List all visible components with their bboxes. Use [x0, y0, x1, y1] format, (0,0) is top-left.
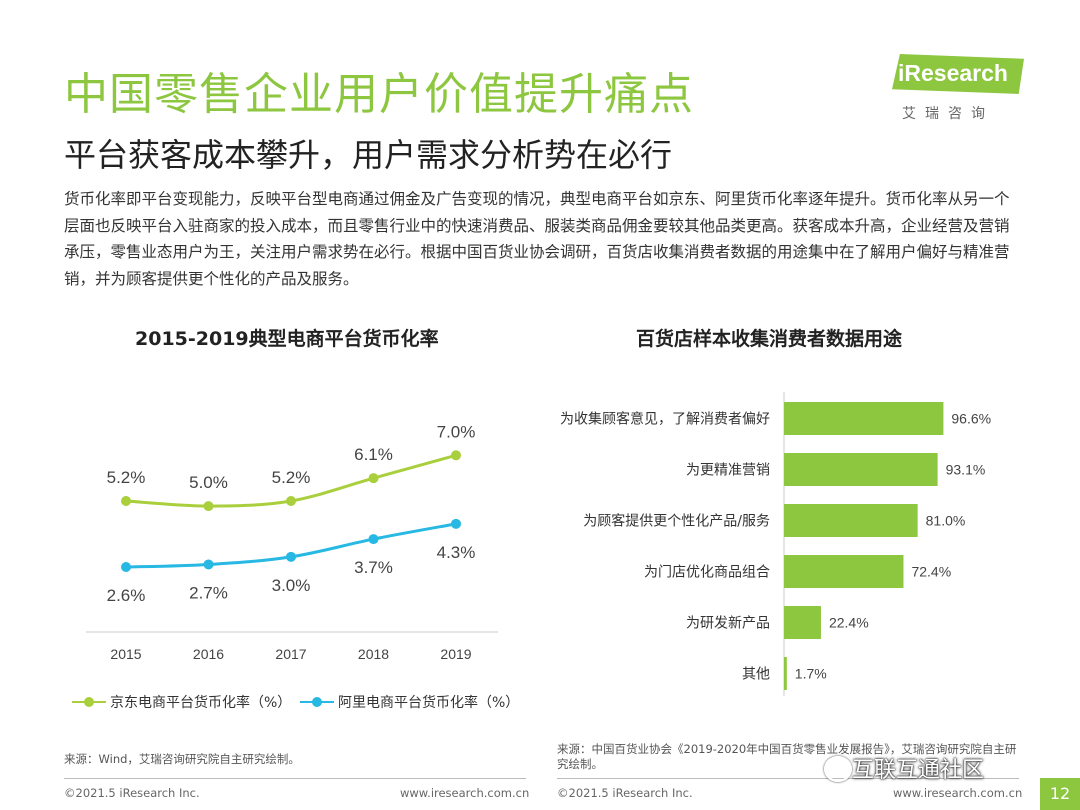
category-label-5: 其他 [742, 667, 770, 683]
bar-4 [784, 606, 821, 639]
legend-marker-jd [72, 697, 106, 707]
line-chart: 2015 2016 2017 2018 2019 5.2% 5.0% 5.2% 6.1% 7.0%… [86, 422, 498, 662]
bar-chart: 为收集顾客意见，了解消费者偏好 96.6% 为更精准营销 93.1% 为顾客提供更个性化… [560, 392, 991, 696]
category-label-4: 为研发新产品 [686, 616, 770, 632]
footer-divider-right [557, 778, 1019, 779]
source-left: 来源：Wind，艾瑞咨询研究院自主研究绘制。 [64, 752, 300, 766]
page-title: 中国零售企业用户价值提升痛点 [64, 69, 694, 120]
category-label-1: 为更精准营销 [686, 463, 770, 479]
page-number: 12 [1040, 778, 1080, 810]
line-chart-title: 2015-2019典型电商平台货币化率 [135, 328, 439, 350]
data-label-s0-3: 6.1% [354, 445, 393, 464]
data-point-s0-2 [286, 496, 296, 506]
data-label-s0-1: 5.0% [189, 473, 228, 492]
bar-1 [784, 453, 938, 486]
bar-3 [784, 555, 904, 588]
value-label-3: 72.4% [911, 564, 951, 580]
bar-0 [784, 402, 944, 435]
legend-item-jd: 京东电商平台货币化率（%） [72, 692, 291, 712]
value-label-5: 1.7% [795, 666, 827, 682]
footer-url-right[interactable]: www.iresearch.com.cn [893, 786, 1023, 800]
data-label-s0-0: 5.2% [107, 468, 146, 487]
bar-2 [784, 504, 918, 537]
x-tick-label: 2016 [193, 646, 224, 662]
data-label-s1-1: 2.7% [189, 583, 228, 602]
data-point-s0-4 [451, 450, 461, 461]
data-label-s0-4: 7.0% [437, 422, 476, 441]
value-label-2: 81.0% [926, 513, 966, 529]
source-right: 来源：中国百货业协会《2019-2020年中国百货零售业发展报告》，艾瑞咨询研究… [557, 742, 1017, 771]
legend-marker-ali [300, 697, 334, 707]
footer-copyright-right: ©2021.5 iResearch Inc. [557, 786, 693, 800]
data-point-s1-2 [286, 551, 296, 562]
legend-label-jd: 京东电商平台货币化率（%） [110, 695, 292, 711]
x-tick-label: 2015 [110, 646, 141, 662]
bar-chart-title: 百货店样本收集消费者数据用途 [636, 328, 903, 350]
x-tick-label: 2019 [440, 646, 471, 662]
data-label-s1-4: 4.3% [437, 543, 476, 562]
legend-label-ali: 阿里电商平台货币化率（%） [338, 695, 520, 711]
x-tick-label: 2018 [358, 646, 389, 662]
legend-item-ali: 阿里电商平台货币化率（%） [300, 692, 519, 712]
footer-divider-left [64, 778, 526, 779]
bar-5 [784, 657, 787, 690]
value-label-4: 22.4% [829, 615, 869, 631]
data-point-s1-1 [203, 559, 214, 570]
logo-sub: 艾瑞咨询 [902, 106, 994, 122]
page-subtitle: 平台获客成本攀升，用户需求分析势在必行 [64, 136, 673, 174]
x-tick-label: 2017 [275, 646, 306, 662]
data-point-s0-1 [203, 501, 214, 512]
iresearch-logo: iResearch 艾瑞咨询 [892, 54, 1032, 124]
category-label-3: 为门店优化商品组合 [644, 565, 770, 581]
data-label-s1-0: 2.6% [107, 586, 146, 605]
data-point-s1-4 [451, 518, 461, 529]
category-label-2: 为顾客提供更个性化产品/服务 [583, 513, 770, 530]
wechat-icon [824, 756, 852, 782]
data-point-s0-0 [121, 496, 131, 506]
data-point-s1-3 [368, 534, 379, 545]
value-label-0: 96.6% [951, 411, 991, 427]
category-label-0: 为收集顾客意见，了解消费者偏好 [560, 411, 770, 428]
logo-brand: iResearch [898, 60, 1008, 86]
footer-url-left[interactable]: www.iresearch.com.cn [400, 786, 530, 800]
data-point-s0-3 [368, 473, 379, 484]
footer-copyright-left: ©2021.5 iResearch Inc. [64, 786, 200, 800]
value-label-1: 93.1% [946, 462, 986, 478]
data-point-s1-0 [121, 562, 131, 572]
data-label-s1-2: 3.0% [272, 576, 311, 595]
intro-paragraph: 货币化率即平台变现能力，反映平台型电商通过佣金及广告变现的情况，典型电商平台如京… [64, 190, 1010, 288]
data-label-s0-2: 5.2% [272, 468, 311, 487]
logo-mark-shape [892, 54, 1024, 94]
watermark: 互联互通社区 [852, 758, 985, 783]
data-label-s1-3: 3.7% [354, 558, 393, 577]
